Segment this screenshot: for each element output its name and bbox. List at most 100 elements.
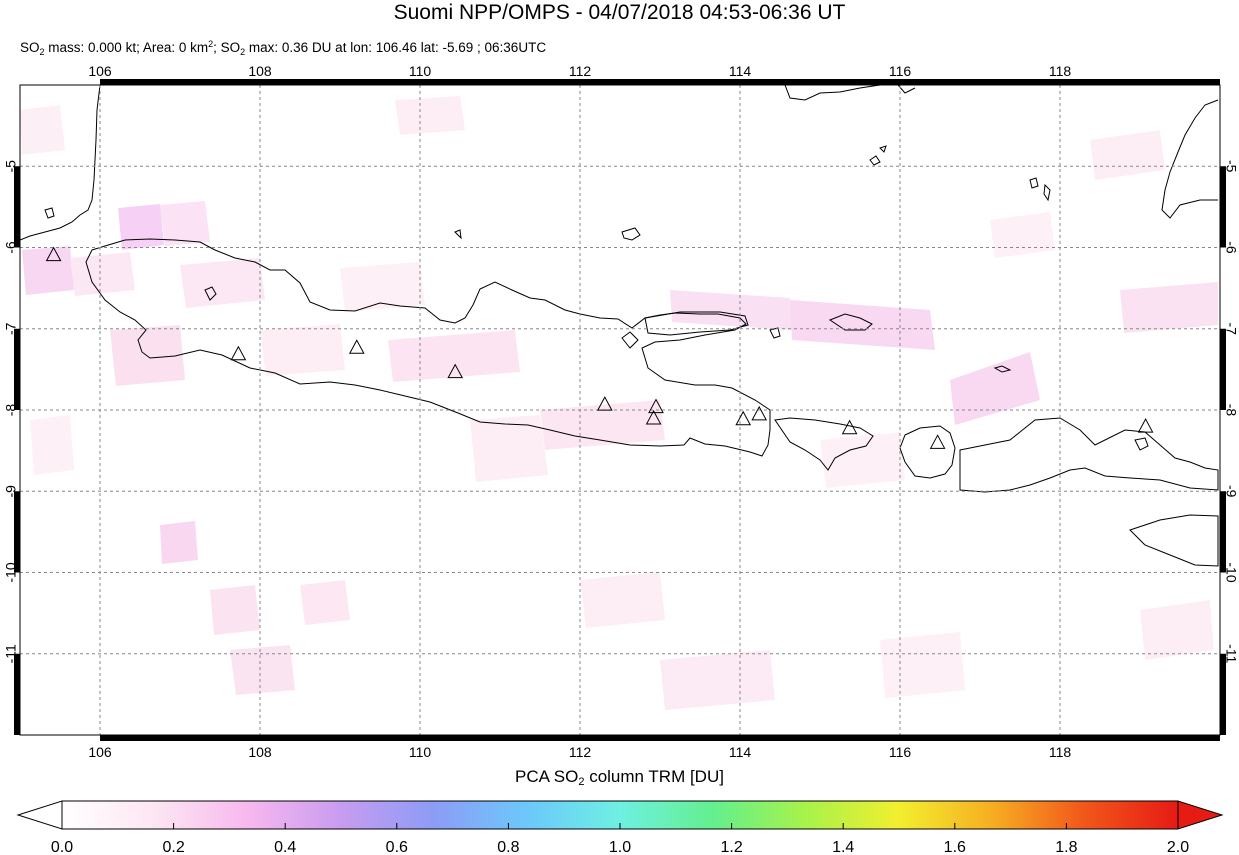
volcano-marker-icon xyxy=(447,363,464,379)
lon-tick-label-bottom: 108 xyxy=(248,744,272,760)
lat-tick-label-left: -5 xyxy=(3,160,19,173)
islet-e xyxy=(879,145,887,153)
border-bar-left xyxy=(14,166,20,248)
colorbar-tick-label: 0.0 xyxy=(51,839,73,855)
volcano-marker-icon xyxy=(735,410,752,426)
lat-tick-label-right: -9 xyxy=(1223,485,1239,498)
lat-tick-label-left: -11 xyxy=(3,644,19,663)
border-bar-right xyxy=(1220,653,1226,735)
colorbar-tick-label: 1.2 xyxy=(720,839,742,855)
border-bar-top xyxy=(740,79,900,85)
lat-tick-label-right: -8 xyxy=(1223,404,1239,417)
volcano-marker-icon xyxy=(1137,418,1154,433)
border-bar-top xyxy=(420,79,580,85)
border-bar-left xyxy=(14,653,20,735)
colorbar-tick-label: 1.0 xyxy=(609,839,631,855)
border-bar-left xyxy=(14,328,20,410)
borneo-east-coastline xyxy=(897,85,916,94)
lat-tick-label-left: -6 xyxy=(3,241,19,254)
lon-tick-label-top: 108 xyxy=(248,63,272,79)
volcano-marker-icon xyxy=(648,398,664,414)
so2-statistics: SO2 mass: 0.000 kt; Area: 0 km2; SO2 max… xyxy=(20,39,547,57)
colorbar-title: PCA SO2 column TRM [DU] xyxy=(515,767,724,788)
border-bar-bottom xyxy=(100,735,260,741)
sulawesi-coastline xyxy=(1161,99,1219,219)
border-bar-right xyxy=(1220,328,1226,410)
volcano-marker-icon xyxy=(645,409,662,425)
madura-strait-island xyxy=(621,331,639,349)
lon-tick-label-bottom: 112 xyxy=(569,744,592,760)
volcano-marker-icon xyxy=(348,339,365,354)
so2-pixel-layer xyxy=(20,96,1218,710)
lat-tick-label-right: -6 xyxy=(1223,241,1239,254)
islet-g xyxy=(454,229,462,240)
lon-tick-label-bottom: 114 xyxy=(729,744,752,760)
sumatra-coastline xyxy=(20,85,101,241)
border-bar-top xyxy=(900,79,1060,85)
border-bar-bottom xyxy=(1060,735,1220,741)
lat-tick-label-right: -10 xyxy=(1223,562,1239,582)
lon-tick-label-bottom: 106 xyxy=(88,744,112,760)
map-title: Suomi NPP/OMPS - 04/07/2018 04:53-06:36 … xyxy=(393,1,846,24)
lon-tick-label-top: 110 xyxy=(409,63,432,79)
islet-h xyxy=(769,327,781,339)
lat-tick-label-left: -7 xyxy=(3,322,19,335)
colorbar: 0.0 0.2 0.4 0.6 0.8 1.0 1.2 1.4 1.6 1.8 2.0 xyxy=(16,800,1224,855)
lat-tick-label-left: -8 xyxy=(3,404,19,417)
lon-tick-label-bottom: 110 xyxy=(409,744,432,760)
border-bar-right xyxy=(1220,491,1226,573)
colorbar-tick-label: 0.8 xyxy=(497,839,519,855)
lat-tick-label-right: -5 xyxy=(1223,160,1239,173)
lon-tick-label-top: 114 xyxy=(729,63,752,79)
lat-tick-label-right: -11 xyxy=(1223,644,1239,663)
colorbar-tick-label: 0.2 xyxy=(162,839,184,855)
lon-tick-label-top: 116 xyxy=(889,63,912,79)
islet-d xyxy=(993,365,1012,373)
islet-f xyxy=(44,207,55,219)
sumba-coastline xyxy=(1129,514,1219,567)
bawean-island xyxy=(621,227,641,241)
colorbar-tick-label: 0.6 xyxy=(386,839,408,855)
islet-b xyxy=(1029,177,1039,189)
karimunjawa-island xyxy=(204,286,217,301)
border-bar-bottom xyxy=(260,735,420,741)
lat-tick-label-right: -7 xyxy=(1223,323,1239,336)
colorbar-min-arrow-icon xyxy=(16,800,63,830)
volcano-marker-icon xyxy=(751,405,768,421)
axis-tick-labels: 106 106 108 108 110 110 112 112 114 114 116 116 118 1… xyxy=(3,63,1239,760)
border-bar-top xyxy=(1060,79,1220,85)
lombok-coastline xyxy=(899,425,956,479)
colorbar-max-arrow-icon xyxy=(1177,800,1224,830)
map-frame xyxy=(14,79,1226,741)
border-bar-bottom xyxy=(580,735,740,741)
lon-tick-label-top: 112 xyxy=(569,63,592,79)
volcano-marker-icon xyxy=(841,419,858,435)
volcano-marker-icon xyxy=(45,246,62,262)
colorbar-tick-label: 2.0 xyxy=(1167,839,1189,855)
borneo-coastline xyxy=(784,85,881,101)
colorbar-tick-label: 1.4 xyxy=(832,839,854,855)
border-bar-top xyxy=(260,79,420,85)
border-bar-right xyxy=(1220,166,1226,248)
graticule xyxy=(20,85,1220,735)
sumbawa-coastline xyxy=(959,417,1219,493)
java-coastline xyxy=(85,238,771,457)
lat-tick-label-left: -10 xyxy=(3,562,19,582)
so2-map: 106 106 108 108 110 110 112 112 114 114 116 116 118 1… xyxy=(3,63,1239,760)
lat-tick-label-left: -9 xyxy=(3,485,19,498)
lon-tick-label-top: 106 xyxy=(88,63,112,79)
bali-coastline xyxy=(774,417,874,471)
colorbar-tick-label: 1.6 xyxy=(944,839,966,855)
border-bar-bottom xyxy=(740,735,900,741)
islet-c xyxy=(1043,183,1051,202)
colorbar-tick-label: 1.8 xyxy=(1055,839,1077,855)
islet-i xyxy=(1134,437,1149,451)
border-bar-left xyxy=(14,491,20,573)
lon-tick-label-top: 118 xyxy=(1049,63,1072,79)
border-bar-top xyxy=(580,79,740,85)
lon-tick-label-bottom: 116 xyxy=(889,744,912,760)
kangean-island xyxy=(828,313,873,331)
lon-tick-label-bottom: 118 xyxy=(1049,744,1072,760)
border-bar-bottom xyxy=(420,735,580,741)
islet-a xyxy=(869,155,881,166)
